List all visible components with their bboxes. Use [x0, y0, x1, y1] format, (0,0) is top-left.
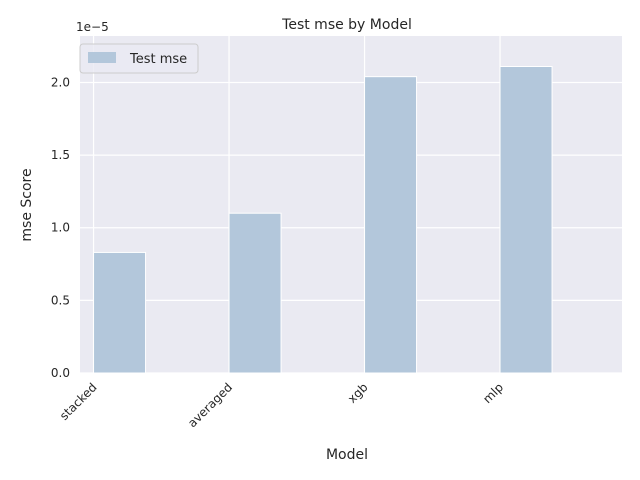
chart-title: Test mse by Model: [281, 17, 412, 33]
x-tick-label: mlp: [480, 380, 506, 406]
bar-averaged: [228, 212, 282, 374]
bar-mlp: [499, 66, 553, 374]
x-tick-label: averaged: [185, 380, 235, 430]
y-tick-label: 2.0: [51, 75, 70, 89]
legend-label: Test mse: [129, 52, 187, 67]
offset-text: 1e−5: [76, 20, 109, 34]
y-tick-label: 0.0: [51, 366, 70, 380]
x-tick-labels: stacked averaged xgb mlp: [57, 380, 506, 430]
y-tick-label: 1.0: [51, 221, 70, 235]
bar-stacked: [93, 251, 147, 374]
x-axis-label: Model: [326, 447, 368, 463]
y-tick-labels: 0.0 0.5 1.0 1.5 2.0: [51, 75, 70, 380]
y-axis-label: mse Score: [19, 168, 35, 241]
x-tick-label: stacked: [57, 380, 100, 423]
legend: Test mse: [79, 43, 199, 74]
x-tick-label: xgb: [345, 380, 371, 406]
legend-swatch: [88, 52, 116, 63]
bars: [93, 66, 553, 374]
legend-box: [79, 43, 199, 74]
y-tick-label: 0.5: [51, 293, 70, 307]
y-tick-label: 1.5: [51, 148, 70, 162]
bar-xgb: [364, 76, 418, 374]
